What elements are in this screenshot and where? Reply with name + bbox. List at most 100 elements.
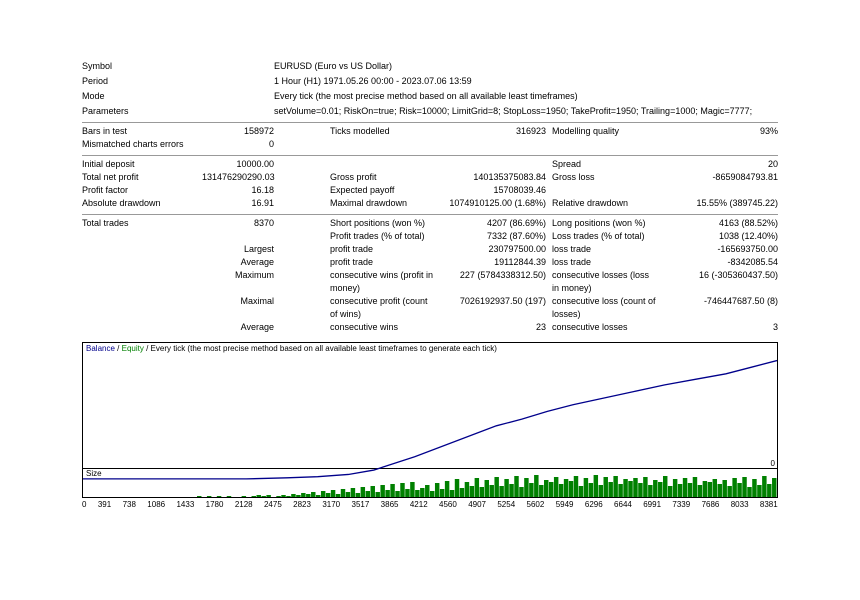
rel-drawdown-label: Relative drawdown bbox=[552, 197, 658, 210]
xaxis-tick: 5602 bbox=[527, 500, 545, 509]
xaxis-tick: 8033 bbox=[731, 500, 749, 509]
zero-label: 0 bbox=[771, 459, 775, 468]
period-row: Period 1 Hour (H1) 1971.05.26 00:00 - 20… bbox=[82, 75, 778, 88]
xaxis-tick: 1086 bbox=[147, 500, 165, 509]
rel-drawdown-value: 15.55% (389745.22) bbox=[658, 197, 778, 210]
average-label: Average bbox=[202, 256, 280, 269]
xaxis-tick: 6644 bbox=[614, 500, 632, 509]
trades-section: Total trades 8370 Short positions (won %… bbox=[82, 214, 778, 334]
spread-label: Spread bbox=[552, 158, 658, 171]
loss-trades-label: Loss trades (% of total) bbox=[552, 230, 658, 243]
xaxis-tick: 4560 bbox=[439, 500, 457, 509]
xaxis-tick: 0 bbox=[82, 500, 86, 509]
max-drawdown-value: 1074910125.00 (1.68%) bbox=[436, 197, 552, 210]
maximal-label: Maximal bbox=[202, 295, 280, 321]
parameters-row: Parameters setVolume=0.01; RiskOn=true; … bbox=[82, 105, 778, 118]
xaxis-tick: 1433 bbox=[176, 500, 194, 509]
loss-trades-value: 1038 (12.40%) bbox=[658, 230, 778, 243]
profit-trades-value: 7332 (87.60%) bbox=[436, 230, 552, 243]
chart-legend: Balance / Equity / Every tick (the most … bbox=[86, 344, 497, 353]
avg-profit-value: 19112844.39 bbox=[436, 256, 552, 269]
spread-value: 20 bbox=[658, 158, 778, 171]
xaxis-tick: 6296 bbox=[585, 500, 603, 509]
xaxis-tick: 1780 bbox=[206, 500, 224, 509]
avg-cons-wins-value: 23 bbox=[436, 321, 552, 334]
xaxis-tick: 4907 bbox=[468, 500, 486, 509]
avg-loss-label: loss trade bbox=[552, 256, 658, 269]
abs-drawdown-value: 16.91 bbox=[202, 197, 280, 210]
quality-value: 93% bbox=[658, 125, 778, 138]
deposit-section: Initial deposit 10000.00 Spread 20 Total… bbox=[82, 155, 778, 210]
expected-payoff-value: 15708039.46 bbox=[436, 184, 552, 197]
maximal-loss-label: consecutive loss (count of losses) bbox=[552, 295, 658, 321]
mismatch-value: 0 bbox=[202, 138, 280, 151]
max-cons-wins-label: consecutive wins (profit in money) bbox=[330, 269, 436, 295]
xaxis-tick: 2128 bbox=[235, 500, 253, 509]
abs-drawdown-label: Absolute drawdown bbox=[82, 197, 202, 210]
xaxis-tick: 2823 bbox=[293, 500, 311, 509]
profit-trades-label: Profit trades (% of total) bbox=[330, 230, 436, 243]
balance-chart: Balance / Equity / Every tick (the most … bbox=[82, 342, 778, 469]
mismatch-label: Mismatched charts errors bbox=[82, 138, 202, 151]
bars-label: Bars in test bbox=[82, 125, 202, 138]
gross-profit-label: Gross profit bbox=[330, 171, 436, 184]
avg-loss-value: -8342085.54 bbox=[658, 256, 778, 269]
xaxis-tick: 8381 bbox=[760, 500, 778, 509]
mode-label: Mode bbox=[82, 90, 274, 103]
largest-profit-label: profit trade bbox=[330, 243, 436, 256]
balance-legend: Balance bbox=[86, 344, 115, 353]
report-header: Symbol EURUSD (Euro vs US Dollar) Period… bbox=[82, 60, 778, 118]
max-drawdown-label: Maximal drawdown bbox=[330, 197, 436, 210]
period-label: Period bbox=[82, 75, 274, 88]
size-bars-svg bbox=[83, 475, 777, 497]
symbol-value: EURUSD (Euro vs US Dollar) bbox=[274, 60, 778, 73]
xaxis-tick: 391 bbox=[98, 500, 111, 509]
maximal-loss-value: -746447687.50 (8) bbox=[658, 295, 778, 321]
net-profit-value: 131476290290.03 bbox=[202, 171, 280, 184]
maximal-profit-value: 7026192937.50 (197) bbox=[436, 295, 552, 321]
avg-cons-losses-value: 3 bbox=[658, 321, 778, 334]
max-cons-losses-label: consecutive losses (loss in money) bbox=[552, 269, 658, 295]
xaxis-tick: 3517 bbox=[352, 500, 370, 509]
short-pos-value: 4207 (86.69%) bbox=[436, 217, 552, 230]
bars-section: Bars in test 158972 Ticks modelled 31692… bbox=[82, 122, 778, 151]
equity-legend: Equity bbox=[122, 344, 144, 353]
xaxis-tick: 2475 bbox=[264, 500, 282, 509]
maximum-label: Maximum bbox=[202, 269, 280, 295]
mode-value: Every tick (the most precise method base… bbox=[274, 90, 778, 103]
largest-label: Largest bbox=[202, 243, 280, 256]
symbol-row: Symbol EURUSD (Euro vs US Dollar) bbox=[82, 60, 778, 73]
period-value: 1 Hour (H1) 1971.05.26 00:00 - 2023.07.0… bbox=[274, 75, 778, 88]
avg-cons-losses-label: consecutive losses bbox=[552, 321, 658, 334]
symbol-label: Symbol bbox=[82, 60, 274, 73]
net-profit-label: Total net profit bbox=[82, 171, 202, 184]
xaxis-tick: 6991 bbox=[643, 500, 661, 509]
balance-line-svg bbox=[83, 355, 777, 480]
xaxis-tick: 5949 bbox=[556, 500, 574, 509]
xaxis-tick: 5254 bbox=[497, 500, 515, 509]
initial-deposit-label: Initial deposit bbox=[82, 158, 202, 171]
xaxis-tick: 4212 bbox=[410, 500, 428, 509]
ticks-value: 316923 bbox=[436, 125, 552, 138]
largest-loss-label: loss trade bbox=[552, 243, 658, 256]
max-cons-losses-value: 16 (-305360437.50) bbox=[658, 269, 778, 295]
initial-deposit-value: 10000.00 bbox=[202, 158, 280, 171]
short-pos-label: Short positions (won %) bbox=[330, 217, 436, 230]
xaxis-tick: 3865 bbox=[381, 500, 399, 509]
bars-value: 158972 bbox=[202, 125, 280, 138]
profit-factor-value: 16.18 bbox=[202, 184, 280, 197]
avg-profit-label: profit trade bbox=[330, 256, 436, 269]
maximal-profit-label: consecutive profit (count of wins) bbox=[330, 295, 436, 321]
average2-label: Average bbox=[202, 321, 280, 334]
long-pos-label: Long positions (won %) bbox=[552, 217, 658, 230]
gross-loss-value: -8659084793.81 bbox=[658, 171, 778, 184]
parameters-value: setVolume=0.01; RiskOn=true; Risk=10000;… bbox=[274, 105, 778, 118]
quality-label: Modelling quality bbox=[552, 125, 658, 138]
total-trades-value: 8370 bbox=[202, 217, 280, 230]
chart-xaxis: 0391738108614331780212824752823317035173… bbox=[82, 500, 778, 509]
mode-row: Mode Every tick (the most precise method… bbox=[82, 90, 778, 103]
max-cons-wins-value: 227 (5784338312.50) bbox=[436, 269, 552, 295]
expected-payoff-label: Expected payoff bbox=[330, 184, 436, 197]
total-trades-label: Total trades bbox=[82, 217, 202, 230]
size-chart: Size bbox=[82, 469, 778, 498]
